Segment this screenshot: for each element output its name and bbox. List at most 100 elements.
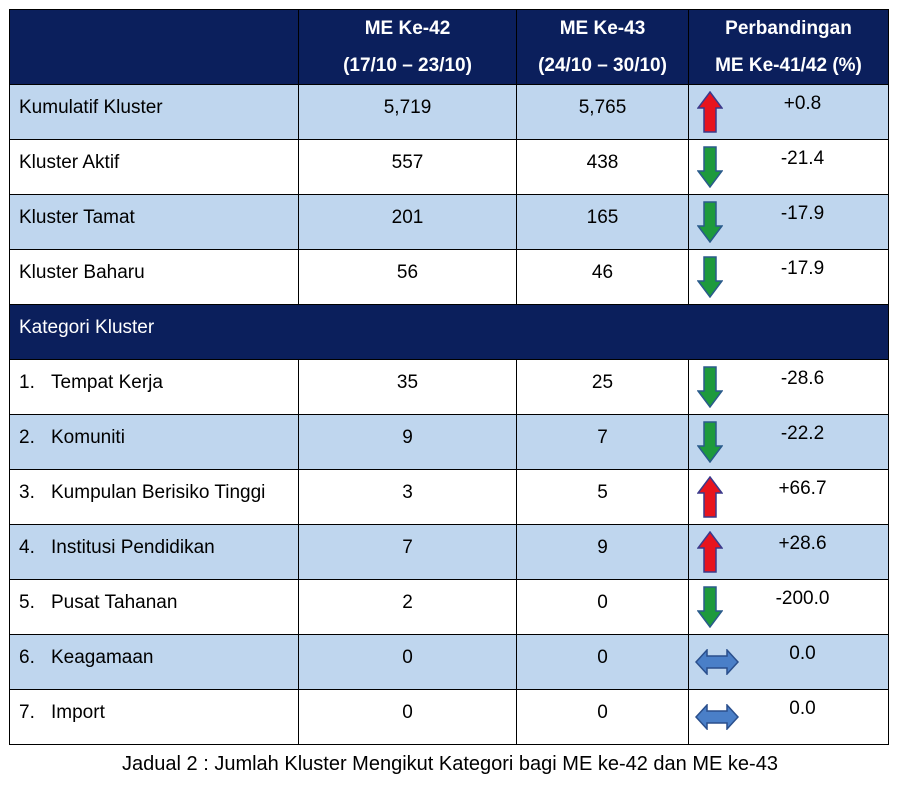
row-label-text: Tempat Kerja [51, 372, 163, 393]
me43-value: 5 [516, 469, 689, 525]
me42-value: 2 [298, 579, 517, 635]
me42-value: 557 [298, 139, 517, 195]
comparison-cell: +0.8 [688, 84, 889, 140]
table-row: Kluster Aktif 557 438 -21.4 [9, 139, 889, 195]
comparison-cell: +66.7 [688, 469, 889, 525]
table-row: Kluster Baharu 56 46 -17.9 [9, 249, 889, 305]
row-label: 6. Keagamaan [9, 634, 299, 690]
row-index: 7. [19, 702, 35, 723]
row-label-text: Komuniti [51, 427, 125, 448]
header-comparison: Perbandingan ME Ke-41/42 (%) [688, 9, 889, 85]
row-label: Kumulatif Kluster [9, 84, 299, 140]
comparison-cell: -200.0 [688, 579, 889, 635]
row-index: 4. [19, 537, 35, 558]
percent-change: +66.7 [778, 478, 827, 499]
comparison-cell: -17.9 [688, 249, 889, 305]
table-row: Kluster Tamat 201 165 -17.9 [9, 194, 889, 250]
table-caption: Jadual 2 : Jumlah Kluster Mengikut Kateg… [122, 753, 778, 775]
me42-value: 5,719 [298, 84, 517, 140]
percent-change: -17.9 [780, 203, 825, 224]
me42-value: 56 [298, 249, 517, 305]
me43-value: 438 [516, 139, 689, 195]
down-arrow-icon [697, 586, 723, 628]
table-header-row: ME Ke-42 (17/10 – 23/10) ME Ke-43 (24/10… [9, 9, 889, 85]
section-header-row: Kategori Kluster [9, 304, 889, 360]
me42-value: 35 [298, 359, 517, 415]
me42-value: 7 [298, 524, 517, 580]
table-row: Kumulatif Kluster 5,719 5,765 +0.8 [9, 84, 889, 140]
me43-value: 46 [516, 249, 689, 305]
row-label: Kluster Aktif [9, 139, 299, 195]
percent-change: -17.9 [780, 258, 825, 279]
row-index: 5. [19, 592, 35, 613]
me43-value: 25 [516, 359, 689, 415]
up-arrow-icon [697, 531, 723, 573]
percent-change: 0.0 [789, 698, 816, 719]
row-label: Kluster Tamat [9, 194, 299, 250]
down-arrow-icon [697, 146, 723, 188]
comparison-cell: -17.9 [688, 194, 889, 250]
me42-value: 201 [298, 194, 517, 250]
table-row: 2. Komuniti 9 7 -22.2 [9, 414, 889, 470]
me43-value: 5,765 [516, 84, 689, 140]
header-me42: ME Ke-42 (17/10 – 23/10) [298, 9, 517, 85]
header-empty-cell [9, 9, 299, 85]
percent-change: +0.8 [783, 93, 822, 114]
comparison-cell: +28.6 [688, 524, 889, 580]
section-title: Kategori Kluster [9, 304, 889, 360]
down-arrow-icon [697, 421, 723, 463]
row-label: 2. Komuniti [9, 414, 299, 470]
percent-change: -21.4 [780, 148, 825, 169]
percent-change: -28.6 [780, 368, 825, 389]
cluster-table: ME Ke-42 (17/10 – 23/10) ME Ke-43 (24/10… [9, 9, 889, 745]
up-arrow-icon [697, 476, 723, 518]
row-label: 7. Import [9, 689, 299, 745]
row-index: 2. [19, 427, 35, 448]
down-arrow-icon [697, 256, 723, 298]
header-me43: ME Ke-43 (24/10 – 30/10) [516, 9, 689, 85]
left-right-arrow-icon [695, 649, 739, 675]
row-label: 4. Institusi Pendidikan [9, 524, 299, 580]
row-label-text: Institusi Pendidikan [51, 537, 215, 558]
me43-value: 0 [516, 689, 689, 745]
table-row: 3. Kumpulan Berisiko Tinggi 3 5 +66.7 [9, 469, 889, 525]
row-label-text: Kumpulan Berisiko Tinggi [51, 482, 266, 503]
me43-value: 165 [516, 194, 689, 250]
row-label: 5. Pusat Tahanan [9, 579, 299, 635]
me43-value: 0 [516, 634, 689, 690]
me43-value: 9 [516, 524, 689, 580]
row-label: 1. Tempat Kerja [9, 359, 299, 415]
comparison-cell: 0.0 [688, 634, 889, 690]
down-arrow-icon [697, 201, 723, 243]
table-row: 6. Keagamaan 0 0 0.0 [9, 634, 889, 690]
me42-value: 0 [298, 634, 517, 690]
row-label: Kluster Baharu [9, 249, 299, 305]
percent-change: 0.0 [789, 643, 816, 664]
comparison-cell: -28.6 [688, 359, 889, 415]
up-arrow-icon [697, 91, 723, 133]
row-label-text: Import [51, 702, 105, 723]
comparison-cell: -22.2 [688, 414, 889, 470]
me42-value: 0 [298, 689, 517, 745]
row-label-text: Pusat Tahanan [51, 592, 178, 613]
percent-change: +28.6 [778, 533, 827, 554]
comparison-cell: -21.4 [688, 139, 889, 195]
row-label-text: Keagamaan [51, 647, 154, 668]
me42-value: 3 [298, 469, 517, 525]
comparison-cell: 0.0 [688, 689, 889, 745]
me43-value: 0 [516, 579, 689, 635]
row-label: 3. Kumpulan Berisiko Tinggi [9, 469, 299, 525]
row-index: 6. [19, 647, 35, 668]
row-index: 3. [19, 482, 35, 503]
table-row: 1. Tempat Kerja 35 25 -28.6 [9, 359, 889, 415]
table-row: 5. Pusat Tahanan 2 0 -200.0 [9, 579, 889, 635]
row-index: 1. [19, 372, 35, 393]
left-right-arrow-icon [695, 704, 739, 730]
percent-change: -200.0 [775, 588, 830, 609]
me43-value: 7 [516, 414, 689, 470]
table-row: 4. Institusi Pendidikan 7 9 +28.6 [9, 524, 889, 580]
percent-change: -22.2 [780, 423, 825, 444]
down-arrow-icon [697, 366, 723, 408]
me42-value: 9 [298, 414, 517, 470]
table-row: 7. Import 0 0 0.0 [9, 689, 889, 745]
